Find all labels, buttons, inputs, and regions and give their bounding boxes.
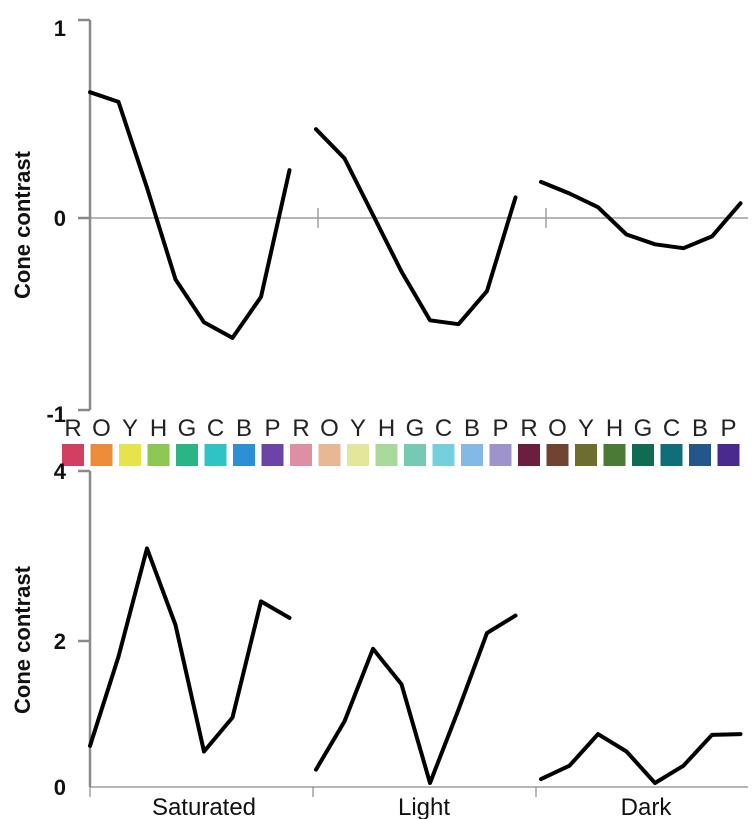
hue-letter-G: G — [178, 415, 197, 442]
hue-swatch-C — [204, 444, 227, 466]
top-chart: 1 0 -1 Cone contrast — [10, 16, 748, 427]
hue-swatch-H — [375, 444, 398, 466]
hue-swatch-R — [62, 444, 84, 466]
bottom-chart: 4 2 0 Cone contrast Saturated Light Dark — [10, 459, 748, 819]
hue-letter-G: G — [634, 415, 653, 442]
group-label-dark: Dark — [621, 794, 673, 819]
hue-swatch-R — [518, 444, 540, 466]
hue-swatch-G — [632, 444, 654, 466]
hue-letter-R: R — [292, 415, 309, 442]
hue-letter-Y: Y — [578, 415, 594, 442]
hue-swatch-P — [261, 444, 284, 466]
bottom-ytick-label: 2 — [54, 629, 66, 654]
hue-letter-H: H — [378, 415, 395, 442]
top-series-line-3 — [539, 179, 743, 251]
bottom-series-line-2 — [314, 613, 518, 785]
group-label-light: Light — [398, 794, 450, 819]
hue-swatch-B — [689, 444, 711, 466]
hue-swatch-B — [233, 444, 255, 466]
bottom-y-axis-label: Cone contrast — [10, 565, 35, 714]
hue-letter-H: H — [150, 415, 167, 442]
hue-letter-G: G — [406, 415, 425, 442]
bottom-series-line-3 — [539, 732, 743, 785]
hue-letter-R: R — [520, 415, 537, 442]
hue-swatch-G — [176, 444, 198, 466]
hue-swatch-C — [432, 444, 455, 466]
hue-letter-O: O — [320, 415, 339, 442]
top-ytick-label: 0 — [54, 206, 66, 231]
hue-swatch-Y — [575, 444, 597, 466]
hue-swatch-H — [603, 444, 626, 466]
hue-swatch-C — [660, 444, 683, 466]
hue-swatch-O — [318, 444, 341, 466]
top-y-axis-label: Cone contrast — [10, 150, 35, 299]
hue-letter-P: P — [264, 415, 280, 442]
hue-swatch-P — [717, 444, 740, 466]
hue-letter-B: B — [236, 415, 252, 442]
top-ytick-label: 1 — [54, 16, 66, 41]
hue-swatch-G — [404, 444, 426, 466]
hue-letter-Y: Y — [350, 415, 366, 442]
bottom-ytick-label: 4 — [54, 459, 67, 484]
hue-letter-Y: Y — [122, 415, 138, 442]
hue-swatch-P — [489, 444, 512, 466]
hue-letter-P: P — [720, 415, 736, 442]
hue-letter-O: O — [92, 415, 111, 442]
bottom-series-line-1 — [88, 546, 292, 754]
hue-letter-C: C — [207, 415, 224, 442]
top-series-line-1 — [88, 90, 292, 340]
group-label-saturated: Saturated — [152, 794, 256, 819]
top-series-lines — [88, 90, 743, 340]
hue-swatch-H — [147, 444, 170, 466]
hue-letter-B: B — [692, 415, 708, 442]
hue-swatch-B — [461, 444, 483, 466]
hue-swatch-Y — [119, 444, 141, 466]
hue-letter-H: H — [606, 415, 623, 442]
hue-letter-P: P — [492, 415, 508, 442]
hue-letter-R: R — [64, 415, 81, 442]
top-ytick-label: -1 — [46, 402, 66, 427]
hue-letter-C: C — [435, 415, 452, 442]
hue-letter-C: C — [663, 415, 680, 442]
hue-swatch-O — [90, 444, 113, 466]
hue-letter-O: O — [548, 415, 567, 442]
hue-swatches — [62, 444, 740, 466]
hue-swatch-O — [546, 444, 569, 466]
hue-swatch-Y — [347, 444, 369, 466]
hue-swatch-R — [290, 444, 312, 466]
top-series-line-2 — [314, 127, 518, 327]
hue-letter-B: B — [464, 415, 480, 442]
bottom-series-lines — [88, 546, 743, 785]
bottom-ytick-label: 0 — [54, 775, 66, 800]
